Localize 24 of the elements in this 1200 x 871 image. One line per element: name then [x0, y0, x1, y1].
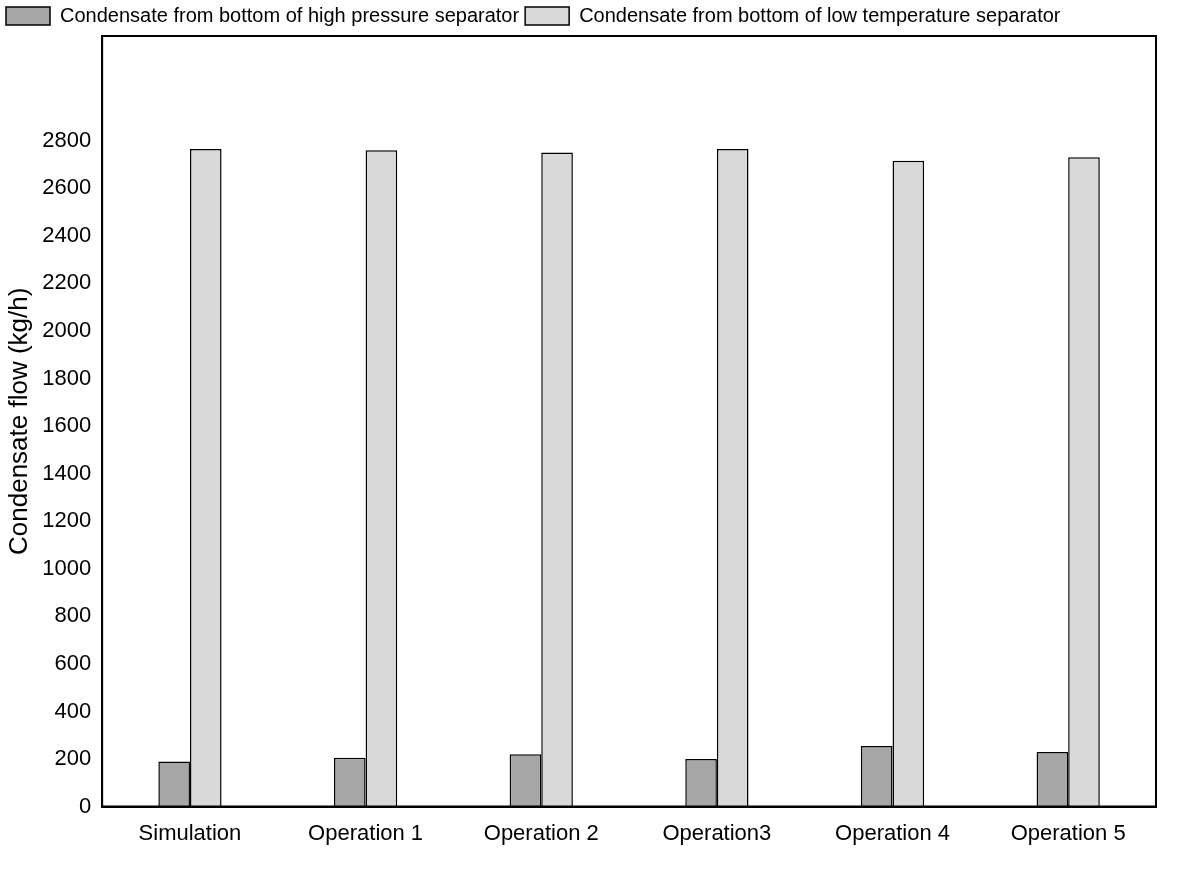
legend-label: Condensate from bottom of low temperature separator: [579, 3, 1061, 26]
y-tick-label: 2600: [42, 174, 92, 200]
x-tick-label: Simulation: [138, 819, 242, 845]
x-tick-label: Operation 4: [835, 819, 951, 845]
y-tick-label: 0: [78, 792, 92, 818]
y-tick-label: 800: [54, 602, 92, 628]
y-axis-title: Condensate flow (kg/h): [2, 287, 33, 555]
y-tick-label: 1400: [42, 459, 92, 485]
y-tick-label: 1200: [42, 507, 92, 533]
legend-label: Condensate from bottom of high pressure separator: [60, 3, 520, 26]
y-tick-label: 1000: [42, 554, 92, 580]
y-tick-label: 600: [54, 649, 92, 675]
x-tick-label: Operation 1: [308, 819, 424, 845]
y-tick-label: 1600: [42, 412, 92, 438]
y-tick-label: 200: [54, 745, 92, 771]
y-tick-label: 2800: [42, 126, 92, 152]
x-tick-label: Operation 5: [1010, 819, 1126, 845]
y-tick-label: 2000: [42, 316, 92, 342]
y-tick-label: 1800: [42, 364, 92, 390]
y-tick-label: 2200: [42, 269, 92, 295]
x-tick-label: Operation 2: [483, 819, 599, 845]
y-tick-label: 400: [54, 697, 92, 723]
x-tick-label: Operation3: [662, 819, 772, 845]
y-tick-label: 2400: [42, 221, 92, 247]
